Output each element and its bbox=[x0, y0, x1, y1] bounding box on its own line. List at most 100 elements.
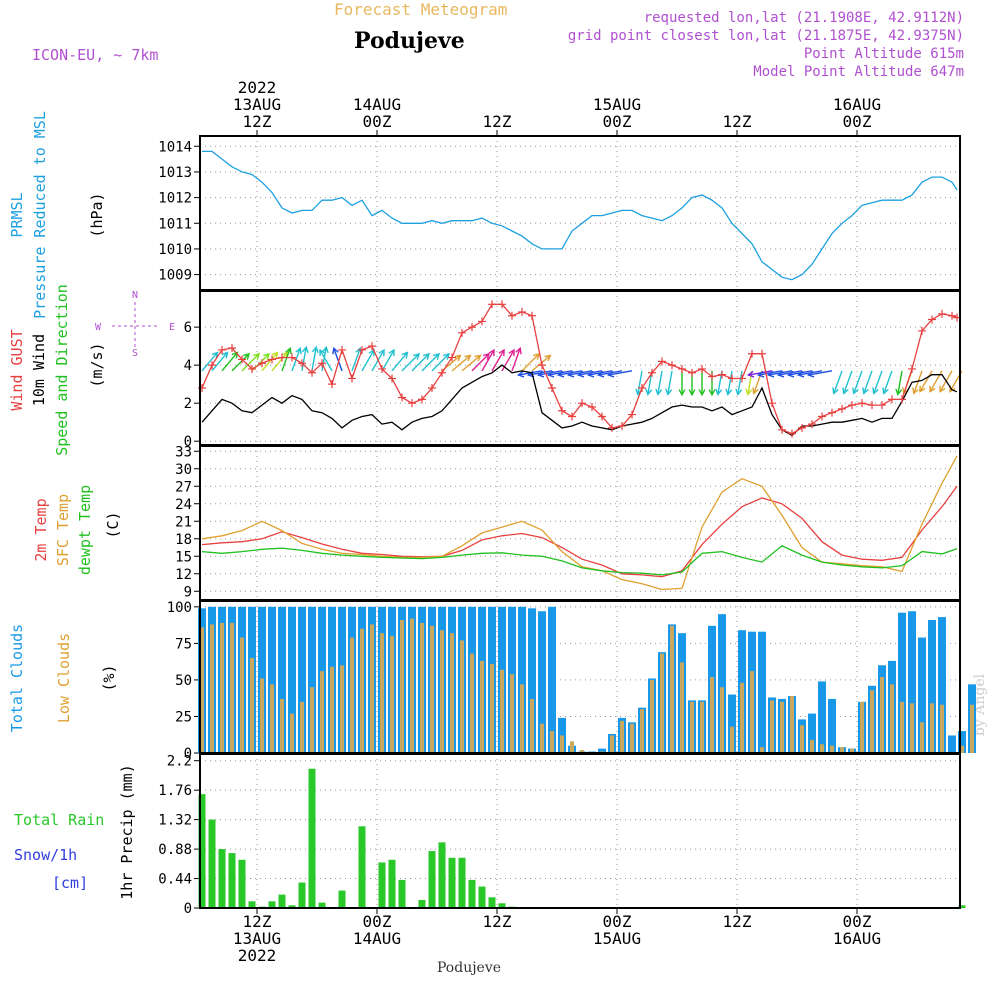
wind-arrow bbox=[511, 346, 522, 372]
rain-bar bbox=[428, 851, 436, 908]
low-cloud-bar bbox=[360, 628, 364, 753]
y-tick-label: 12 bbox=[175, 567, 192, 583]
snow-unit-label: [cm] bbox=[52, 874, 88, 892]
wind-arrow bbox=[842, 370, 853, 395]
low-cloud-bar bbox=[720, 687, 724, 753]
gust-marker bbox=[698, 364, 706, 373]
low-cloud-bar bbox=[400, 620, 404, 753]
wind-arrow bbox=[481, 348, 495, 372]
wind-arrow bbox=[912, 370, 923, 395]
total-cloud-bar bbox=[538, 611, 546, 753]
temp-unit-label: (C) bbox=[104, 511, 122, 538]
rain-bar bbox=[458, 857, 466, 908]
bottom-time-label: 16AUG bbox=[833, 929, 881, 948]
low-cloud-bar bbox=[650, 679, 654, 753]
total-cloud-bar bbox=[898, 612, 906, 753]
gust-marker bbox=[418, 395, 426, 404]
y-tick-label: 1.32 bbox=[158, 813, 192, 829]
rain-bar bbox=[468, 879, 476, 908]
panel-precipitation: 0 0.44 0.88 1.32 1.76 2.2 bbox=[158, 753, 966, 917]
y-tick-label: 1012 bbox=[158, 191, 192, 207]
bottom-time-label: 2022 bbox=[238, 946, 277, 965]
bottom-time-label: 14AUG bbox=[353, 929, 401, 948]
gust-marker bbox=[268, 355, 276, 364]
gust-marker bbox=[498, 300, 506, 309]
low-cloud-bar bbox=[200, 627, 204, 753]
y-tick-label: 25 bbox=[175, 709, 192, 725]
series-line-wind-gust bbox=[201, 303, 958, 435]
wind-arrow bbox=[319, 348, 333, 372]
gust-marker bbox=[398, 393, 406, 402]
top-time-label: 00Z bbox=[843, 112, 872, 131]
gust-marker bbox=[538, 361, 546, 370]
compass-s: S bbox=[132, 348, 138, 359]
total-clouds-label: Total Clouds bbox=[8, 624, 26, 732]
low-cloud-bar bbox=[260, 678, 264, 753]
bottom-time-label: 00Z bbox=[603, 912, 632, 931]
total-cloud-bar bbox=[278, 606, 286, 753]
low-cloud-bar bbox=[280, 698, 284, 753]
gust-marker bbox=[458, 328, 466, 337]
low-cloud-bar bbox=[480, 660, 484, 753]
low-cloud-bar bbox=[490, 663, 494, 753]
rain-bar bbox=[198, 794, 206, 908]
low-cloud-bar bbox=[290, 713, 294, 753]
rain-bar bbox=[278, 894, 286, 908]
low-cloud-bar bbox=[820, 744, 824, 753]
wind-arrow bbox=[606, 370, 633, 378]
compass-cross bbox=[112, 302, 158, 350]
low-cloud-bar bbox=[580, 750, 584, 753]
y-tick-label: 27 bbox=[175, 479, 192, 495]
low-cloud-bar bbox=[270, 684, 274, 753]
low-cloud-bar bbox=[940, 704, 944, 753]
y-tick-label: 1010 bbox=[158, 242, 192, 258]
low-cloud-bar bbox=[390, 636, 394, 753]
low-cloud-bar bbox=[240, 637, 244, 753]
gust-marker bbox=[718, 370, 726, 379]
rain-bar bbox=[248, 901, 256, 908]
gust-marker bbox=[248, 364, 256, 373]
wind-unit-label: (m/s) bbox=[88, 342, 106, 387]
wind-arrow bbox=[391, 351, 409, 372]
compass-n: N bbox=[132, 290, 138, 301]
gust-marker bbox=[678, 364, 686, 373]
y-tick-label: 6 bbox=[184, 320, 192, 336]
gust-marker bbox=[738, 374, 746, 383]
gust-marker bbox=[618, 421, 626, 430]
wind-arrow bbox=[491, 348, 505, 372]
low-cloud-bar bbox=[790, 696, 794, 753]
low-cloud-bar bbox=[780, 701, 784, 753]
total-cloud-bar bbox=[918, 637, 926, 753]
y-tick-label: 0 bbox=[184, 901, 192, 917]
model-label: ICON-EU, ~ 7km bbox=[32, 46, 158, 64]
product-title: Forecast Meteogram bbox=[334, 0, 507, 19]
wind-arrow bbox=[261, 351, 279, 372]
rain-bar bbox=[238, 859, 246, 908]
gust-marker bbox=[668, 361, 676, 370]
gust-marker bbox=[428, 383, 436, 392]
low-cloud-bar bbox=[760, 747, 764, 753]
wind-arrow bbox=[321, 345, 329, 371]
model-altitude: Model Point Altitude 647m bbox=[753, 64, 964, 80]
gust-marker bbox=[858, 399, 866, 408]
rain-label: Total Rain bbox=[14, 811, 104, 829]
low-cloud-bar bbox=[410, 618, 414, 753]
low-cloud-bar bbox=[960, 745, 964, 753]
low-cloud-bar bbox=[660, 653, 664, 753]
gust-marker bbox=[758, 349, 766, 358]
wind-arrow bbox=[241, 352, 261, 372]
wind-arrow bbox=[431, 352, 451, 372]
low-cloud-bar bbox=[310, 687, 314, 753]
bottom-time-label: 12Z bbox=[483, 912, 512, 931]
pressure-unit-label: (hPa) bbox=[88, 192, 106, 237]
low-cloud-bar bbox=[730, 726, 734, 753]
panel-clouds: 0 25 50 75 100 bbox=[167, 600, 976, 762]
rain-bar bbox=[478, 886, 486, 908]
gust-marker bbox=[778, 425, 786, 434]
gust-marker bbox=[388, 374, 396, 383]
rain-bar bbox=[218, 849, 226, 908]
top-time-label: 14AUG bbox=[353, 95, 401, 114]
gust-marker bbox=[628, 410, 636, 419]
total-cloud-bar bbox=[728, 694, 736, 753]
